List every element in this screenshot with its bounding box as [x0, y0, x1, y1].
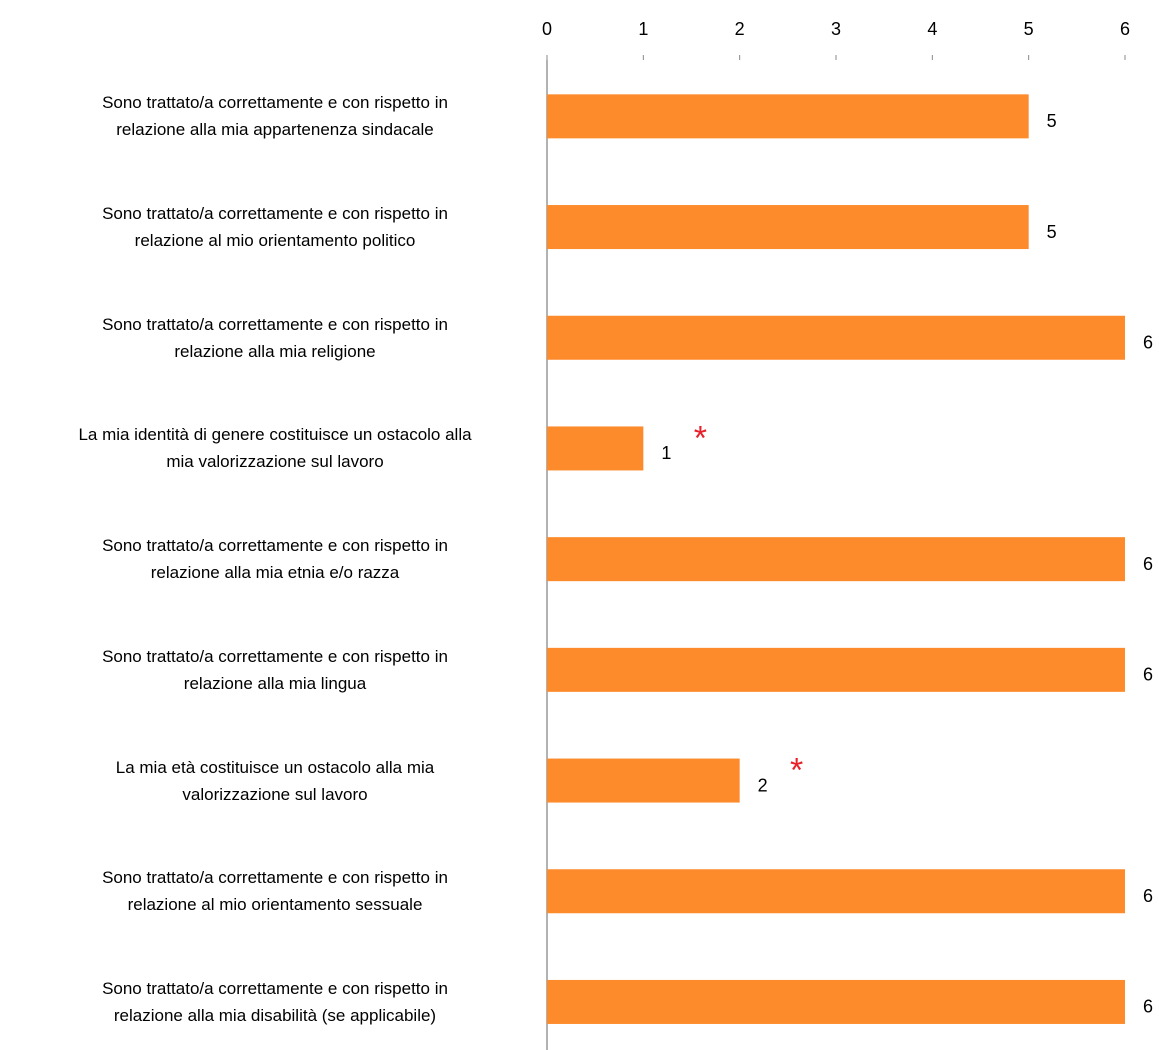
x-tick-label: 2 — [735, 19, 745, 39]
x-tick-label: 1 — [638, 19, 648, 39]
bar — [547, 94, 1029, 139]
bar — [547, 315, 1125, 360]
category-label: Sono trattato/a correttamente e con risp… — [102, 536, 448, 583]
bar — [547, 205, 1029, 250]
data-label: 6 — [1143, 997, 1153, 1017]
annotation: * — [790, 752, 803, 790]
data-label: 2 — [758, 775, 768, 795]
category-label: Sono trattato/a correttamente e con risp… — [102, 93, 448, 140]
annotation: * — [694, 419, 707, 457]
data-label: 5 — [1047, 222, 1057, 242]
category-label: Sono trattato/a correttamente e con risp… — [102, 978, 448, 1025]
category-label: Sono trattato/a correttamente e con risp… — [102, 868, 448, 915]
bar — [547, 426, 644, 471]
x-tick-label: 3 — [831, 19, 841, 39]
category-label: Sono trattato/a correttamente e con risp… — [102, 314, 448, 361]
x-tick-label: 5 — [1024, 19, 1034, 39]
bar — [547, 869, 1125, 914]
category-label: Sono trattato/a correttamente e con risp… — [102, 204, 448, 251]
data-label: 6 — [1143, 333, 1153, 353]
data-label: 6 — [1143, 886, 1153, 906]
category-label: Sono trattato/a correttamente e con risp… — [102, 646, 448, 693]
data-label: 6 — [1143, 665, 1153, 685]
bar — [547, 758, 740, 803]
bar — [547, 537, 1125, 582]
category-label: La mia identità di genere costituisce un… — [78, 425, 472, 472]
data-label: 1 — [661, 443, 671, 463]
category-label: La mia età costituisce un ostacolo alla … — [115, 757, 435, 804]
x-tick-label: 4 — [927, 19, 937, 39]
data-label: 5 — [1047, 111, 1057, 131]
bar — [547, 979, 1125, 1024]
x-tick-label: 0 — [542, 19, 552, 39]
data-label: 6 — [1143, 554, 1153, 574]
bar — [547, 647, 1125, 692]
x-tick-label: 6 — [1120, 19, 1130, 39]
